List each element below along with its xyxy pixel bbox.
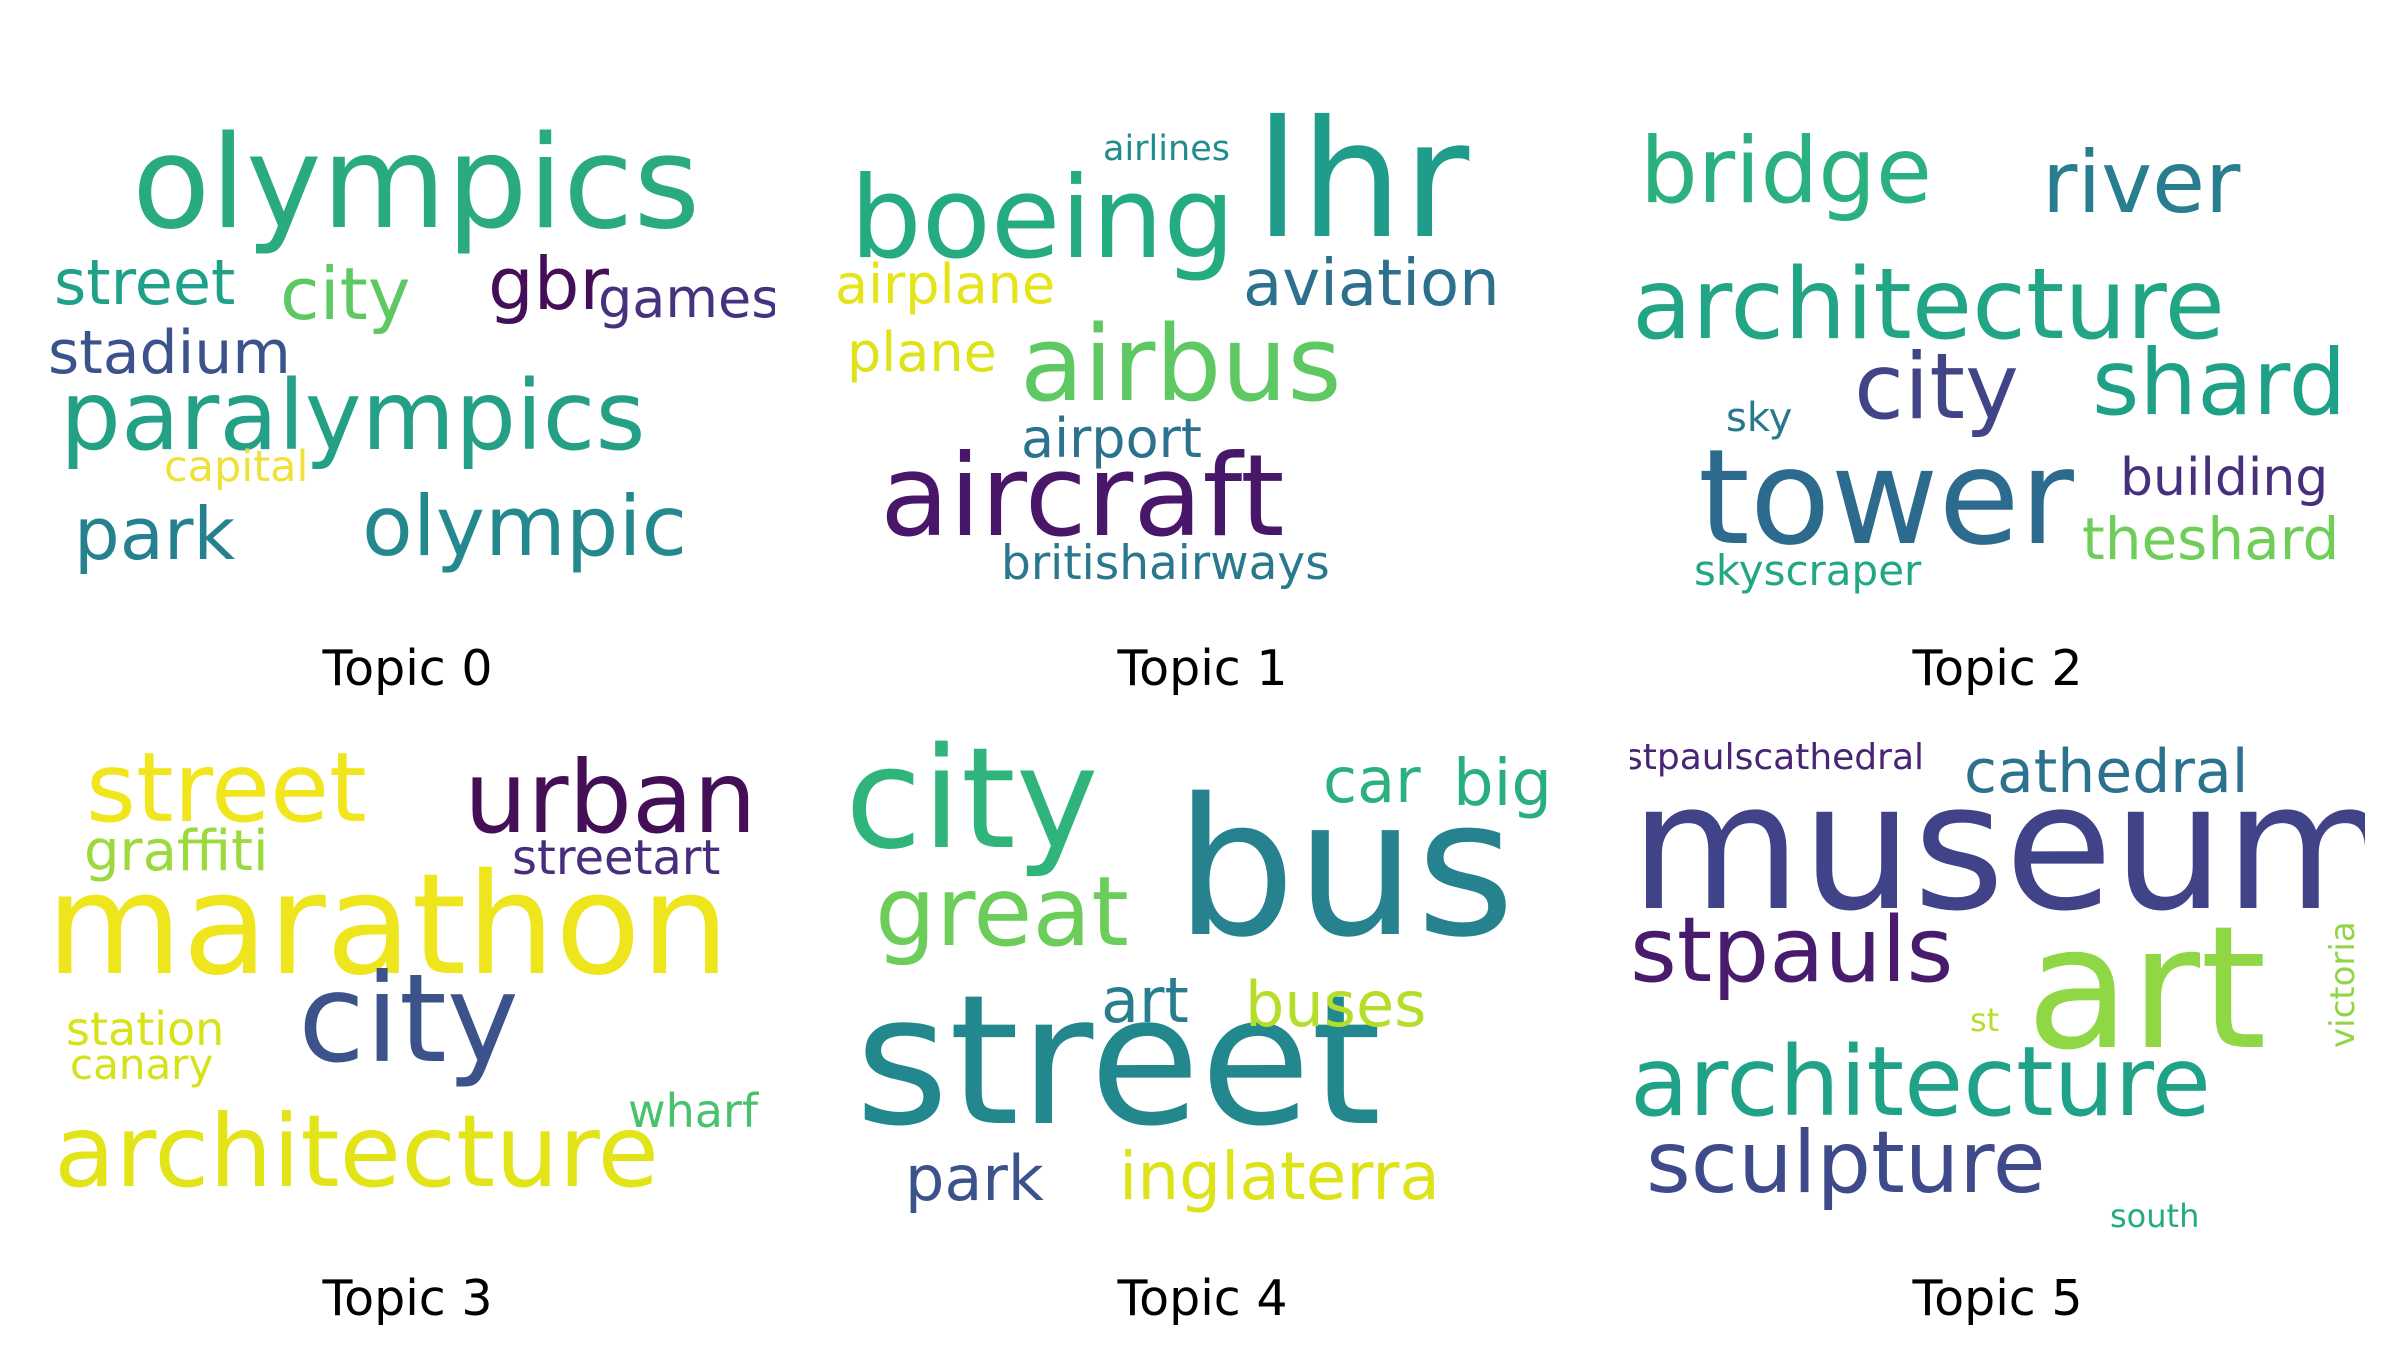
- word: city: [280, 252, 411, 336]
- word: aircraft: [880, 430, 1285, 562]
- word: city: [1854, 335, 2019, 440]
- word: architecture: [1632, 248, 2225, 362]
- wordcloud-topic-1: lhr boeing aircraft airbus aviation airp…: [835, 80, 1570, 600]
- word: museum: [1630, 745, 2365, 950]
- wordcloud-panel-topic-5: museum art architecture stpauls sculptur…: [1630, 710, 2365, 1328]
- word: skyscraper: [1694, 546, 1922, 595]
- word: st: [1970, 1001, 2000, 1039]
- word: stadium: [48, 318, 291, 388]
- word: bridge: [1640, 119, 1932, 224]
- word: great: [875, 856, 1129, 968]
- wordcloud-panel-topic-0: olympics paralympics olympic park city g…: [40, 80, 775, 698]
- word: aviation: [1243, 247, 1500, 321]
- word: lhr: [1255, 87, 1470, 275]
- word: victoria: [2323, 921, 2363, 1048]
- word: art: [2026, 890, 2267, 1088]
- wordcloud-panel-topic-1: lhr boeing aircraft airbus aviation airp…: [835, 80, 1570, 697]
- wordcloud-topic-4: street bus city great big car buses art …: [835, 710, 1570, 1230]
- word: river: [2042, 133, 2241, 233]
- word: inglaterra: [1119, 1138, 1440, 1215]
- wordcloud-panel-topic-3: marathon city architecture urban street …: [40, 710, 775, 1327]
- word: wharf: [628, 1084, 759, 1138]
- word: paralympics: [60, 360, 646, 472]
- word: building: [2120, 448, 2329, 508]
- word: south: [2110, 1197, 2200, 1230]
- word: plane: [847, 321, 997, 384]
- topic-caption: Topic 2: [1912, 640, 2083, 697]
- word: graffiti: [84, 819, 269, 884]
- word: car: [1323, 744, 1421, 817]
- wordcloud-topic-3: marathon city architecture urban street …: [40, 710, 775, 1230]
- word: tower: [1698, 421, 2074, 575]
- topic-caption: Topic 0: [322, 640, 493, 697]
- word: airport: [1021, 407, 1202, 470]
- word: capital: [164, 442, 309, 492]
- word: olympic: [362, 478, 688, 575]
- word: canary: [70, 1040, 214, 1089]
- word: sculpture: [1646, 1113, 2046, 1213]
- wordcloud-panel-topic-2: tower architecture bridge city shard riv…: [1630, 80, 2365, 697]
- word: theshard: [2082, 505, 2340, 573]
- word: big: [1453, 747, 1553, 821]
- word: stpauls: [1630, 898, 1954, 1003]
- word: boeing: [850, 152, 1236, 284]
- topic-caption: Topic 1: [1117, 640, 1288, 697]
- word: city: [298, 948, 520, 1090]
- topic-caption: Topic 5: [1912, 1270, 2083, 1327]
- wordcloud-topic-5: museum art architecture stpauls sculptur…: [1630, 710, 2365, 1231]
- word: station: [66, 1002, 225, 1056]
- word: cathedral: [1964, 737, 2249, 807]
- wordcloud-topic-0: olympics paralympics olympic park city g…: [40, 80, 775, 600]
- word: airplane: [835, 253, 1056, 316]
- word: sky: [1726, 395, 1793, 441]
- word: airbus: [1020, 303, 1342, 425]
- word: games: [598, 267, 775, 330]
- word: architecture: [54, 1093, 660, 1210]
- word: bus: [1175, 758, 1516, 979]
- word: urban: [464, 739, 757, 856]
- word: buses: [1245, 968, 1427, 1041]
- word: city: [845, 718, 1099, 881]
- word: stpaulscathedral: [1630, 737, 1925, 778]
- wordcloud-panel-topic-4: street bus city great big car buses art …: [835, 710, 1570, 1328]
- word: marathon: [46, 844, 730, 1007]
- word: street: [54, 246, 236, 319]
- word: street: [855, 957, 1382, 1166]
- word: park: [74, 492, 236, 576]
- wordcloud-topic-2: tower architecture bridge city shard riv…: [1630, 80, 2365, 600]
- word: streetart: [512, 830, 721, 886]
- word: olympics: [132, 109, 701, 258]
- topic-caption: Topic 3: [322, 1270, 493, 1327]
- word: airlines: [1103, 129, 1230, 169]
- word: architecture: [1630, 1026, 2211, 1138]
- word: britishairways: [1001, 536, 1330, 591]
- topic-caption: Topic 4: [1117, 1270, 1288, 1327]
- word: street: [86, 732, 367, 844]
- word: shard: [2092, 331, 2347, 436]
- word: gbr: [488, 242, 610, 326]
- word: park: [905, 1142, 1044, 1215]
- word: art: [1101, 964, 1189, 1037]
